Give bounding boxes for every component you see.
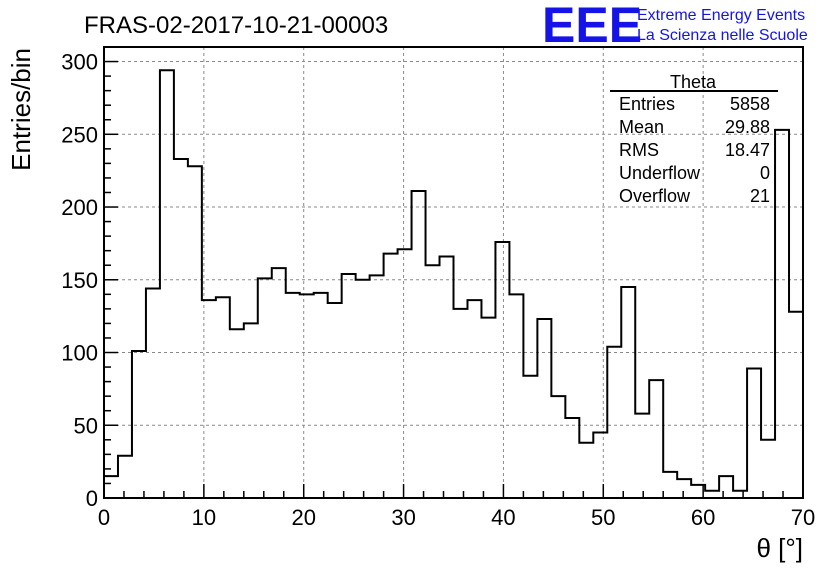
x-axis-title: θ [°] (756, 533, 803, 563)
histogram-bin (146, 289, 160, 498)
histogram-bin (495, 242, 509, 498)
histogram-bin (314, 293, 328, 498)
histogram-bin (300, 294, 314, 498)
stats-row-label: Overflow (619, 186, 691, 206)
histogram-bin (789, 312, 803, 498)
histogram-bin (635, 414, 649, 498)
stats-row-label: Entries (619, 94, 675, 114)
x-tick-label: 0 (98, 505, 110, 530)
histogram-bin (272, 268, 286, 498)
histogram-bin (663, 472, 677, 498)
stats-row-label: Underflow (619, 163, 701, 183)
x-tick-label: 20 (291, 505, 315, 530)
histogram-bin (481, 318, 495, 498)
histogram-bin (230, 329, 244, 498)
histogram-bin (412, 191, 426, 498)
histogram-bin (286, 293, 300, 498)
histogram-bin (565, 418, 579, 498)
x-tick-label: 30 (391, 505, 415, 530)
histogram-bin (440, 256, 454, 498)
plot-title: FRAS-02-2017-10-21-00003 (84, 12, 388, 39)
histogram-bin (579, 443, 593, 498)
y-tick-label: 0 (86, 486, 98, 511)
histogram-bin (761, 440, 775, 498)
histogram-bin (649, 380, 663, 498)
tick-labels: 0 10 20 30 40 50 60 70 0 50 100 150 200 250 300 (61, 50, 815, 530)
histogram-bin (216, 297, 230, 498)
stats-row-value: 29.88 (725, 117, 770, 137)
histogram-bin (509, 294, 523, 498)
stats-title: Theta (670, 72, 717, 92)
stats-row-value: 5858 (730, 94, 770, 114)
axis-ticks (103, 46, 804, 499)
y-tick-label: 200 (61, 195, 98, 220)
plot-frame (103, 46, 804, 499)
y-tick-label: 100 (61, 341, 98, 366)
histogram-bin (537, 319, 551, 498)
histogram-bin (733, 491, 747, 498)
histogram-bin (621, 287, 635, 498)
histogram-bin (370, 275, 384, 498)
histogram-bin (747, 369, 761, 498)
histogram-bin (328, 303, 342, 498)
y-tick-label: 50 (74, 413, 98, 438)
x-tick-label: 60 (691, 505, 715, 530)
histogram-bin (775, 130, 789, 498)
x-tick-label: 40 (491, 505, 515, 530)
histogram-bin (467, 300, 481, 498)
stats-row-value: 0 (760, 163, 770, 183)
y-tick-label: 300 (61, 50, 98, 75)
y-tick-label: 250 (61, 122, 98, 147)
stats-row-value: 21 (750, 186, 770, 206)
stats-box: Theta Entries 5858 Mean 29.88 RMS 18.47 Underf… (610, 72, 778, 206)
histogram-bin (426, 265, 440, 498)
histogram-bin (244, 323, 258, 498)
histogram-bin (523, 376, 537, 498)
x-tick-label: 70 (791, 505, 815, 530)
histogram-bin (677, 479, 691, 498)
x-tick-label: 10 (192, 505, 216, 530)
y-tick-label: 150 (61, 268, 98, 293)
histogram-bin (118, 456, 132, 498)
histogram-bin (719, 476, 733, 498)
histogram-bin (342, 274, 356, 498)
histogram-bin (551, 396, 565, 498)
histogram-bin (356, 280, 370, 498)
histogram-bin (593, 433, 607, 498)
y-axis-title: Entries/bin (6, 48, 36, 171)
logo-line-2: La Scienza nelle Scuole (637, 27, 808, 44)
histogram-bin (104, 476, 118, 498)
histogram-bin (384, 254, 398, 498)
histogram-bin (454, 309, 468, 498)
histogram-bin (132, 351, 146, 498)
histogram-bin (188, 166, 202, 498)
logo-mark: EEE (542, 0, 642, 53)
x-tick-label: 50 (591, 505, 615, 530)
eee-logo: EEE Extreme Energy Events La Scienza nel… (542, 0, 808, 53)
histogram-bin (705, 491, 719, 498)
histogram-bin (258, 278, 272, 498)
histogram-bin (607, 347, 621, 498)
histogram-bin (174, 159, 188, 498)
stats-row-value: 18.47 (725, 140, 770, 160)
logo-line-1: Extreme Energy Events (637, 7, 805, 24)
histogram-bin (398, 249, 412, 498)
stats-row-label: RMS (619, 140, 659, 160)
histogram-series-line (103, 69, 803, 498)
stats-row-label: Mean (619, 117, 664, 137)
